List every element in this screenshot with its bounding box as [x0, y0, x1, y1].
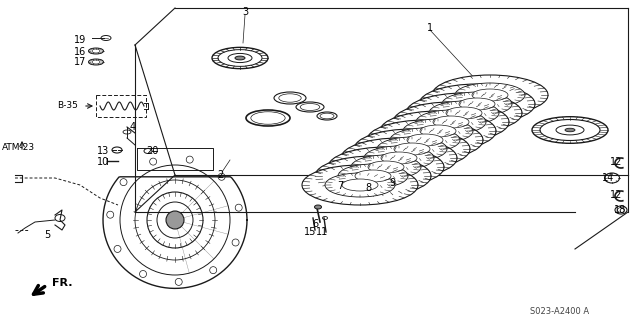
- Text: 5: 5: [44, 230, 50, 240]
- Ellipse shape: [455, 83, 525, 107]
- Ellipse shape: [364, 146, 434, 170]
- Ellipse shape: [416, 110, 486, 134]
- Ellipse shape: [433, 116, 469, 128]
- Text: S023-A2400 A: S023-A2400 A: [531, 308, 589, 316]
- Ellipse shape: [341, 138, 457, 178]
- Ellipse shape: [381, 152, 417, 164]
- Text: 12: 12: [610, 190, 622, 200]
- Text: 15: 15: [304, 227, 316, 237]
- Bar: [96, 95, 146, 117]
- Ellipse shape: [406, 93, 522, 133]
- Circle shape: [166, 211, 184, 229]
- Ellipse shape: [328, 147, 444, 187]
- Text: 1: 1: [427, 23, 433, 33]
- Ellipse shape: [235, 56, 245, 60]
- Ellipse shape: [420, 125, 456, 137]
- Text: ATM-23: ATM-23: [1, 143, 35, 152]
- Ellipse shape: [325, 173, 395, 197]
- Text: FR.: FR.: [52, 278, 72, 288]
- Ellipse shape: [342, 179, 378, 191]
- Ellipse shape: [532, 117, 608, 143]
- Ellipse shape: [380, 111, 496, 151]
- Ellipse shape: [556, 125, 584, 135]
- Text: B-35: B-35: [58, 101, 79, 110]
- Ellipse shape: [472, 89, 508, 101]
- Text: 7: 7: [337, 181, 343, 191]
- Text: 8: 8: [365, 183, 371, 193]
- Text: 16: 16: [74, 47, 86, 57]
- Text: 4: 4: [130, 122, 136, 132]
- Ellipse shape: [390, 128, 460, 152]
- Text: 13: 13: [97, 146, 109, 156]
- Ellipse shape: [432, 75, 548, 115]
- Ellipse shape: [302, 165, 418, 205]
- Text: 3: 3: [242, 7, 248, 17]
- Text: 11: 11: [316, 227, 328, 237]
- Text: 20: 20: [146, 146, 158, 156]
- Ellipse shape: [419, 84, 535, 124]
- Ellipse shape: [315, 156, 431, 196]
- Ellipse shape: [446, 107, 482, 119]
- Text: 14: 14: [602, 173, 614, 183]
- Text: 17: 17: [74, 57, 86, 67]
- Ellipse shape: [355, 170, 391, 182]
- Ellipse shape: [314, 205, 321, 209]
- Text: 9: 9: [389, 178, 395, 188]
- Ellipse shape: [459, 98, 495, 110]
- Ellipse shape: [367, 120, 483, 160]
- Ellipse shape: [368, 161, 404, 173]
- Ellipse shape: [565, 128, 575, 132]
- Text: 10: 10: [97, 157, 109, 167]
- Text: 12: 12: [610, 157, 622, 167]
- Ellipse shape: [377, 137, 447, 161]
- Ellipse shape: [367, 182, 373, 186]
- Ellipse shape: [429, 101, 499, 125]
- Ellipse shape: [442, 92, 512, 116]
- Text: 6: 6: [312, 219, 318, 229]
- Ellipse shape: [351, 155, 421, 179]
- Ellipse shape: [540, 120, 600, 140]
- Ellipse shape: [354, 129, 470, 169]
- Ellipse shape: [407, 134, 443, 146]
- Ellipse shape: [338, 164, 408, 188]
- Ellipse shape: [394, 143, 430, 155]
- Ellipse shape: [403, 119, 473, 143]
- Text: 18: 18: [614, 205, 626, 215]
- Text: 19: 19: [74, 35, 86, 45]
- Ellipse shape: [393, 102, 509, 142]
- Text: 2: 2: [217, 170, 223, 180]
